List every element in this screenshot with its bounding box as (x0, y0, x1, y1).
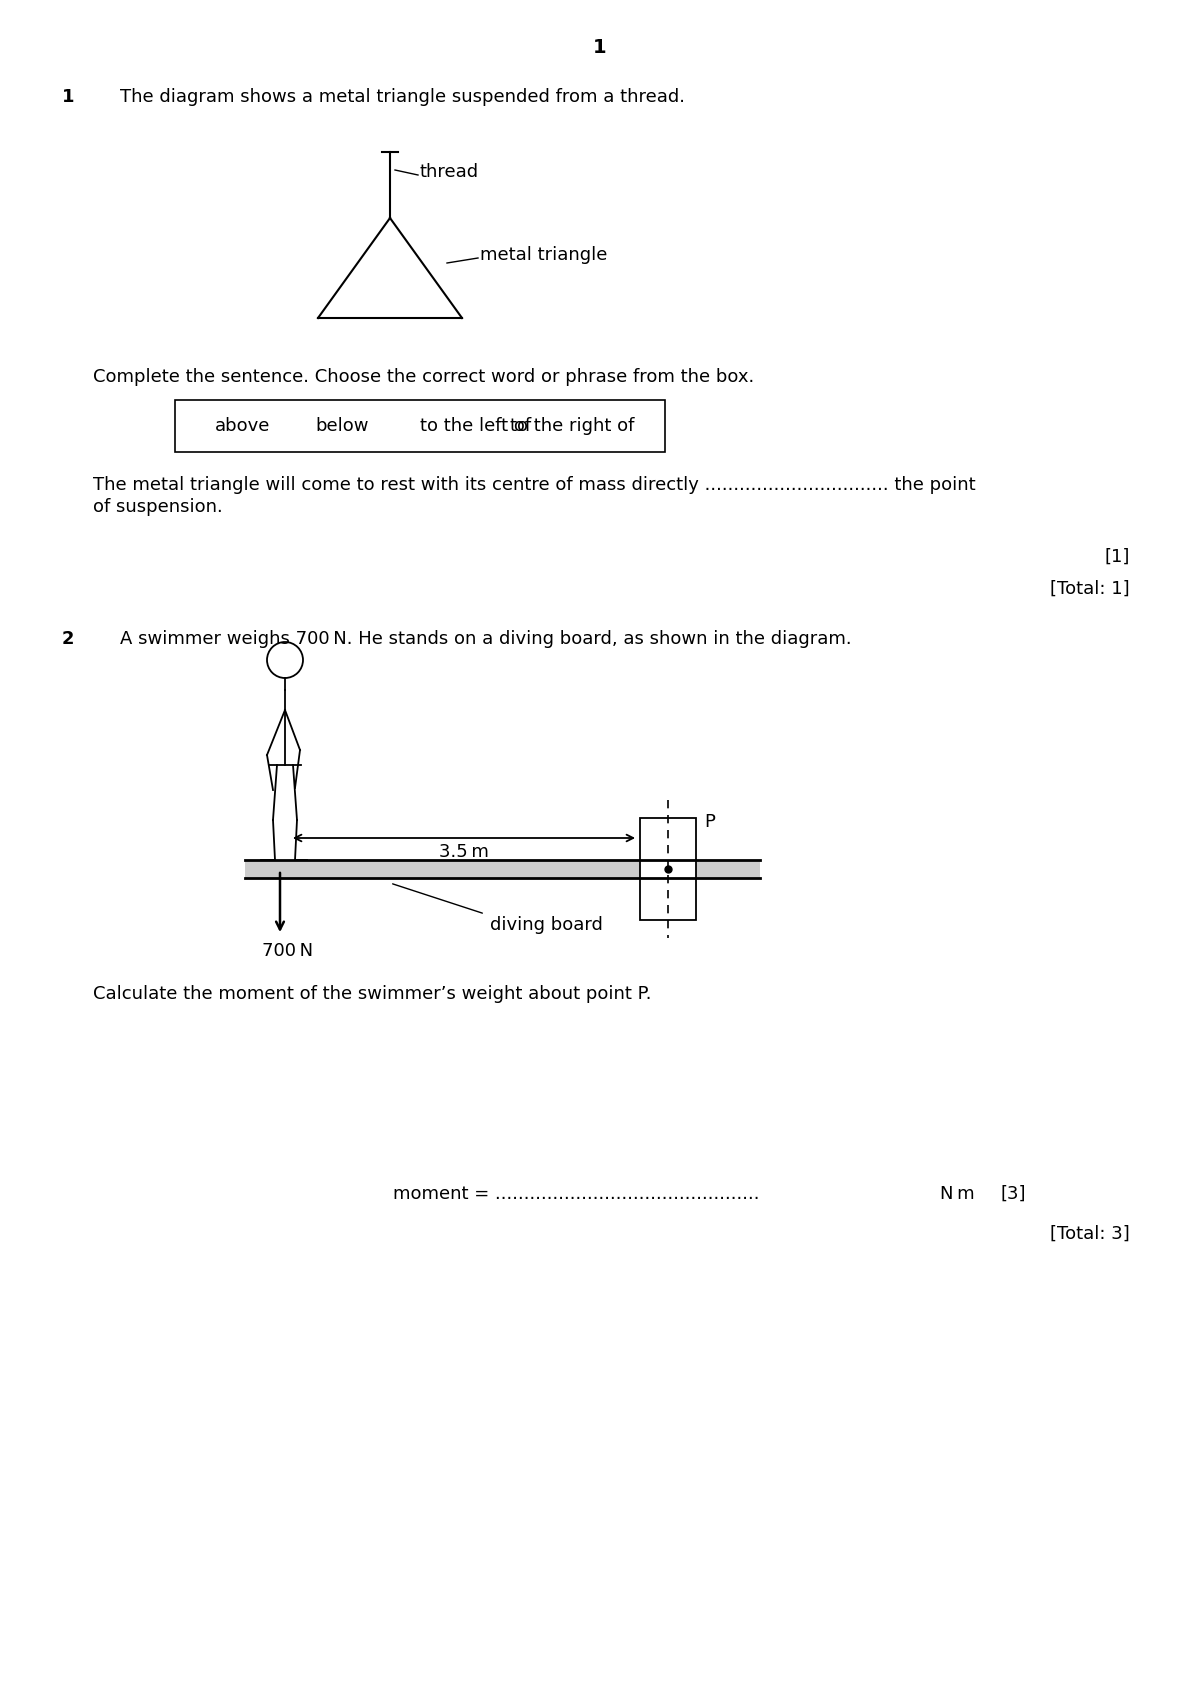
Text: thread: thread (420, 163, 479, 182)
Text: The diagram shows a metal triangle suspended from a thread.: The diagram shows a metal triangle suspe… (120, 88, 685, 105)
Text: below: below (314, 417, 368, 434)
Text: [3]: [3] (1000, 1185, 1026, 1203)
Text: 1: 1 (62, 88, 74, 105)
Text: to the right of: to the right of (510, 417, 635, 434)
Text: moment = ..............................................: moment = ...............................… (394, 1185, 760, 1203)
Text: above: above (215, 417, 270, 434)
Text: 3.5 m: 3.5 m (439, 843, 488, 860)
Text: [Total: 3]: [Total: 3] (1050, 1225, 1130, 1242)
Text: 1: 1 (593, 37, 607, 58)
Text: The metal triangle will come to rest with its centre of mass directly ..........: The metal triangle will come to rest wit… (94, 475, 976, 494)
Text: [1]: [1] (1105, 548, 1130, 567)
Bar (175, 400, 665, 451)
Text: P: P (704, 813, 715, 832)
Text: of suspension.: of suspension. (94, 497, 223, 516)
Text: 2: 2 (62, 630, 74, 648)
Text: N m: N m (940, 1185, 974, 1203)
Text: to the left of: to the left of (420, 417, 532, 434)
Text: metal triangle: metal triangle (480, 246, 607, 265)
Text: diving board: diving board (490, 916, 602, 933)
Text: Complete the sentence. Choose the correct word or phrase from the box.: Complete the sentence. Choose the correc… (94, 368, 755, 385)
Text: A swimmer weighs 700 N. He stands on a diving board, as shown in the diagram.: A swimmer weighs 700 N. He stands on a d… (120, 630, 852, 648)
Bar (245, 860, 760, 877)
Text: [Total: 1]: [Total: 1] (1050, 580, 1130, 597)
Text: 700 N: 700 N (262, 942, 313, 961)
Bar (640, 818, 696, 920)
Text: Calculate the moment of the swimmer’s weight about point P.: Calculate the moment of the swimmer’s we… (94, 984, 652, 1003)
